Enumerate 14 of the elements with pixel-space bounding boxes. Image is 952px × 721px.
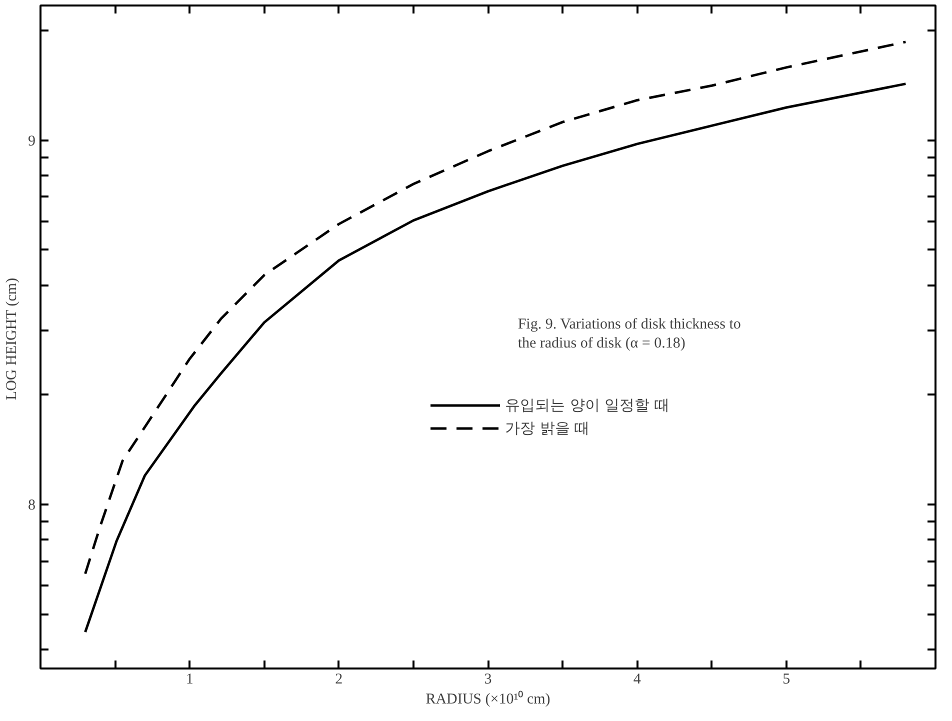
- legend-label: 가장 밝을 때: [505, 418, 590, 438]
- y-tick-label: 9: [28, 133, 36, 150]
- x-tick-label: 4: [633, 672, 642, 688]
- x-tick-label: 3: [484, 672, 492, 688]
- line-series: [84, 82, 907, 634]
- legend-label: 유입되는 양이 일정할 때: [505, 396, 670, 414]
- y-tick-label: 8: [28, 498, 36, 514]
- y-axis-title: LOG HEIGHT (cm): [4, 278, 20, 400]
- annotation: Fig. 9. Variations of disk thickness to the radius of disk (α = 0.18): [518, 316, 741, 352]
- x-tick-label: 1: [186, 672, 194, 688]
- x-tick-label: 2: [335, 672, 343, 688]
- x-tick-label: 5: [782, 672, 790, 688]
- x-axis-title: RADIUS (×10¹⁰ cm): [426, 690, 550, 708]
- line-series: [84, 40, 907, 576]
